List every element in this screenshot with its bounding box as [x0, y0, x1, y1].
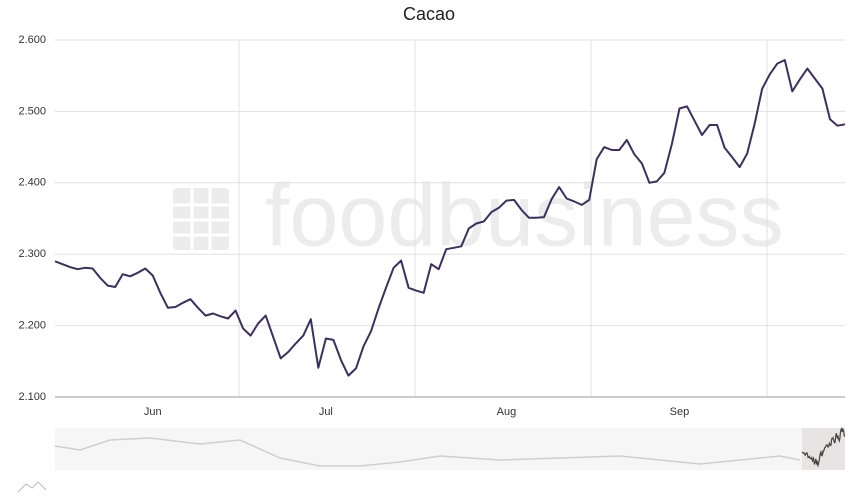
- navigator-line: [801, 427, 846, 468]
- watermark-logo: [173, 188, 229, 250]
- watermark: foodbusiness: [265, 165, 784, 264]
- navigator-window[interactable]: [802, 428, 845, 470]
- x-tick-label: Aug: [497, 406, 517, 418]
- y-tick-label: 2.300: [18, 248, 46, 260]
- month-dividers: [238, 40, 768, 397]
- line-series: [54, 59, 846, 377]
- x-tick-label: Sep: [670, 406, 690, 418]
- navigator-icon: [17, 481, 47, 493]
- y-tick-label: 2.200: [18, 320, 46, 332]
- chart-title: Cacao: [403, 4, 455, 24]
- y-tick-label: 2.500: [18, 105, 46, 117]
- navigator-history: [54, 437, 801, 467]
- navigator[interactable]: [55, 428, 845, 470]
- x-tick-label: Jun: [144, 406, 162, 418]
- y-tick-label: 2.600: [18, 34, 46, 46]
- y-tick-label: 2.400: [18, 177, 46, 189]
- y-tick-label: 2.100: [18, 391, 46, 403]
- x-tick-label: Jul: [319, 406, 333, 418]
